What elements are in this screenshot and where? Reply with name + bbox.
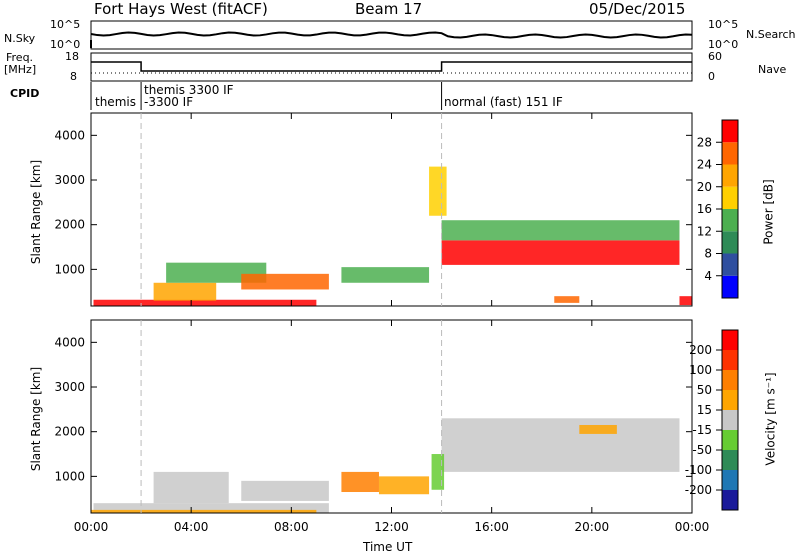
y-tick-label: 2000	[54, 218, 85, 232]
nsky-panel	[90, 20, 693, 50]
freq-label-2: [MHz]	[4, 63, 37, 76]
power-colorbar-swatch	[722, 120, 738, 143]
y-axis-label-power: Slant Range [km]	[29, 159, 44, 265]
y-tick-label: 4000	[54, 128, 85, 142]
x-tick-label: 00:00	[74, 520, 109, 534]
power-colorbar-tick-label: 16	[697, 202, 712, 216]
nsky-line	[90, 31, 693, 39]
heatmap-region	[241, 480, 329, 501]
station-title: Fort Hays West (fitACF)	[94, 0, 268, 18]
velocity-colorbar-tick-label: 50	[697, 383, 712, 397]
heatmap-region	[91, 509, 317, 513]
cpid-segment-normal: normal (fast) 151 IF	[444, 95, 563, 109]
cpid-segment-themis3300: themis 3300 IF	[144, 83, 234, 97]
freq-line	[91, 61, 692, 72]
heatmap-region	[378, 476, 430, 495]
velocity-colorbar-swatch	[722, 470, 738, 490]
velocity-colorbar-tick-label: 100	[689, 363, 712, 377]
nsearch-label: N.Search	[746, 28, 796, 41]
heatmap-region	[441, 220, 680, 241]
power-colorbar-tick-label: 12	[697, 224, 712, 238]
nsky-tick-bottom: 10^0	[50, 38, 81, 51]
heatmap-region	[679, 296, 692, 306]
x-tick-label: 04:00	[174, 520, 209, 534]
heatmap-region	[341, 267, 430, 283]
power-colorbar-tick-label: 28	[697, 135, 712, 149]
freq-tick-top: 18	[65, 50, 79, 63]
power-colorbar-swatch	[722, 231, 738, 254]
heatmap-region	[431, 454, 445, 490]
x-tick-label: 00:00	[675, 520, 710, 534]
freq-label-1: Freq.	[6, 51, 34, 64]
power-colorbar-swatch	[722, 186, 738, 209]
y-tick-label: 2000	[54, 425, 85, 439]
heatmap-region	[93, 503, 329, 513]
power-colorbar-tick-label: 20	[697, 180, 712, 194]
nsky-label: N.Sky	[4, 32, 36, 45]
velocity-panel	[90, 319, 693, 514]
heatmap-region	[441, 418, 680, 472]
date-title: 05/Dec/2015	[589, 0, 686, 18]
velocity-colorbar-frame	[721, 329, 739, 511]
heatmap-region	[341, 471, 379, 493]
heatmap-region	[241, 273, 329, 290]
power-panel	[90, 112, 693, 307]
velocity-colorbar-swatch	[722, 330, 738, 350]
nave-tick-top: 60	[708, 50, 722, 63]
x-tick-label: 16:00	[474, 520, 509, 534]
velocity-colorbar-swatch	[722, 450, 738, 470]
heatmap-region	[153, 282, 217, 301]
velocity-colorbar-tick-label: -200	[685, 483, 712, 497]
y-tick-label: 4000	[54, 335, 85, 349]
power-colorbar-tick-label: 4	[704, 269, 712, 283]
power-colorbar-swatch	[722, 209, 738, 232]
heatmap-region	[441, 240, 680, 265]
power-colorbar-swatch	[722, 164, 738, 187]
power-colorbar-tick-label: 8	[704, 247, 712, 261]
velocity-colorbar-swatch	[722, 490, 738, 510]
nsearch-tick-bottom: 10^0	[708, 38, 739, 51]
velocity-colorbar-tick-label: 200	[689, 343, 712, 357]
velocity-colorbar-tick-label: -100	[685, 463, 712, 477]
nave-tick-bottom: 0	[708, 70, 715, 83]
nsky-tick-top: 10^5	[50, 18, 81, 31]
cpid-segment-themis3300-sub: -3300 IF	[144, 95, 194, 109]
y-axis-label-velocity: Slant Range [km]	[29, 366, 44, 472]
velocity-colorbar-label: Velocity [m s⁻¹]	[763, 372, 778, 466]
velocity-colorbar-swatch	[722, 350, 738, 370]
cpid-label: CPID	[10, 87, 40, 100]
freq-tick-bottom: 8	[70, 70, 77, 83]
velocity-colorbar-swatch	[722, 430, 738, 450]
heatmap-region	[429, 166, 447, 216]
nsearch-tick-top: 10^5	[708, 18, 739, 31]
heatmap-region	[579, 424, 617, 434]
velocity-colorbar-swatch	[722, 390, 738, 410]
x-axis-label: Time UT	[363, 540, 413, 554]
x-tick-label: 08:00	[274, 520, 309, 534]
power-colorbar-swatch	[722, 253, 738, 276]
y-tick-label: 1000	[54, 262, 85, 276]
y-tick-label: 3000	[54, 380, 85, 394]
velocity-colorbar-tick-label: -15	[692, 423, 712, 437]
power-colorbar-label: Power [dB]	[761, 179, 776, 245]
velocity-colorbar-tick-label: -50	[692, 443, 712, 457]
heatmap-region	[93, 299, 317, 306]
velocity-colorbar-swatch	[722, 410, 738, 430]
power-colorbar-swatch	[722, 275, 738, 298]
power-colorbar-tick-label: 24	[697, 158, 712, 172]
heatmap-region	[554, 296, 580, 303]
velocity-colorbar-tick-label: 15	[697, 403, 712, 417]
power-colorbar-swatch	[722, 142, 738, 165]
x-tick-label: 12:00	[374, 520, 409, 534]
velocity-colorbar-swatch	[722, 370, 738, 390]
cpid-segment-themis: themis	[95, 95, 136, 109]
heatmap-region	[153, 471, 229, 504]
freq-panel	[90, 52, 693, 82]
y-tick-label: 1000	[54, 469, 85, 483]
nave-label: Nave	[758, 63, 787, 76]
beam-title: Beam 17	[355, 0, 423, 18]
y-tick-label: 3000	[54, 173, 85, 187]
x-tick-label: 20:00	[575, 520, 610, 534]
